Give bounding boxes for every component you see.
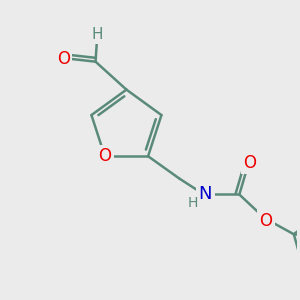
Text: O: O [243,154,256,172]
Text: O: O [98,147,111,165]
Text: H: H [91,27,103,42]
Text: O: O [57,50,70,68]
Text: O: O [260,212,272,230]
Text: N: N [199,185,212,203]
Text: H: H [188,196,198,210]
